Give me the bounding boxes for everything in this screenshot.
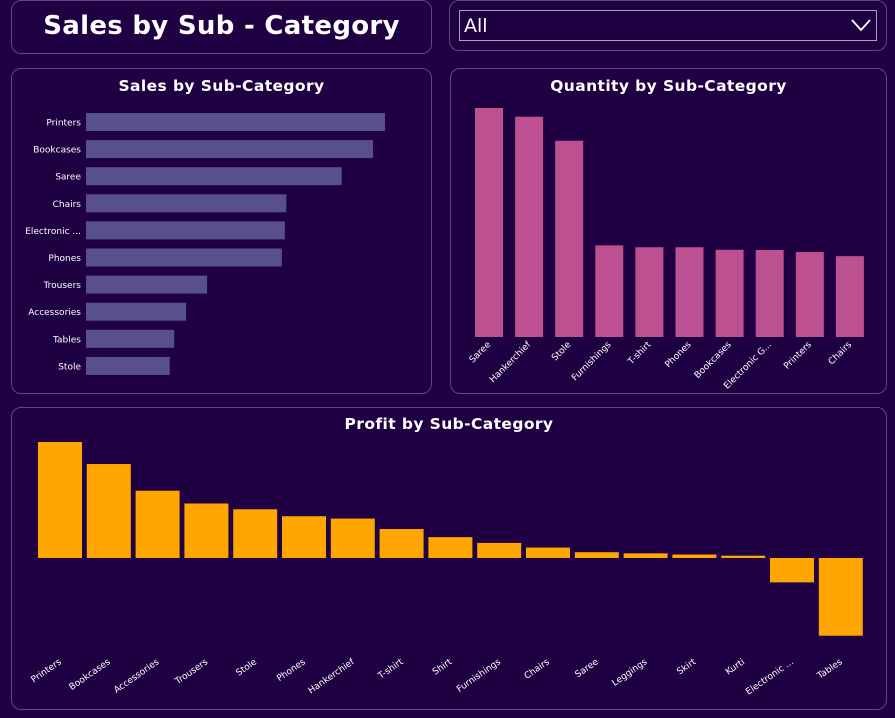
sub-category-filter-dropdown[interactable]: All [459,10,877,41]
quantity-bar-furnishings[interactable] [595,245,624,337]
profit-bar-phones[interactable] [282,516,326,558]
sales-bar-tables[interactable] [86,329,175,348]
sales-category-label: Stole [58,362,81,372]
profit-bar-electronic[interactable] [770,558,814,583]
quantity-bar-t-shirt[interactable] [635,247,664,337]
profit-category-label: Trousers [173,657,211,687]
sales-bar-chart: Printers Bookcases Saree Chairs Electronic .… [25,113,385,375]
profit-bar-trousers[interactable] [184,503,229,558]
profit-bar-stole[interactable] [233,509,278,558]
profit-category-label: Hankerchief [307,657,357,697]
sales-bar-printers[interactable] [86,113,385,131]
quantity-bar-stole[interactable] [555,140,584,337]
profit-bar-shirt[interactable] [428,537,473,558]
quantity-category-label: Saree [468,340,494,366]
profit-bar-t-shirt[interactable] [379,529,424,558]
filter-selected-value: All [464,15,488,37]
quantity-chart-card: Quantity by Sub-Category Saree Hankerchie… [450,68,887,394]
profit-bar-skirt[interactable] [672,554,717,558]
quantity-chart-title: Quantity by Sub-Category [550,77,787,95]
profit-category-label: Shirt [431,657,454,678]
profit-bar-saree[interactable] [574,552,619,558]
profit-category-label: Leggings [610,657,649,689]
sales-bar-bookcases[interactable] [86,140,374,159]
quantity-category-label: Furnishings [570,340,613,383]
quantity-bar-electronic-g[interactable] [755,249,784,337]
sales-category-label: Chairs [53,200,82,210]
sales-bar-accessories[interactable] [86,302,187,321]
profit-category-label: Printers [30,657,64,685]
quantity-category-label: Hankerchief [488,339,534,385]
title-card: Sales by Sub - Category [11,0,432,54]
sales-bar-saree[interactable] [86,167,342,186]
profit-bar-hankerchief[interactable] [330,518,375,558]
profit-bar-printers[interactable] [38,442,82,558]
quantity-bar-phones[interactable] [675,247,704,337]
sales-bar-electronic[interactable] [86,221,285,240]
profit-bar-chart: Printers Bookcases Accessories Trousers Stol… [30,442,863,697]
sales-bar-chairs[interactable] [86,194,287,213]
profit-category-label: Tables [815,657,845,682]
quantity-bar-printers[interactable] [795,252,824,337]
quantity-category-label: Printers [782,340,814,372]
sales-category-label: Phones [48,254,81,264]
chevron-down-icon[interactable] [850,17,872,37]
profit-category-label: Kurti [724,657,747,677]
profit-category-label: Electronic ... [744,657,795,697]
profit-chart-card: Profit by Sub-Category Printers Bookcases… [11,407,887,710]
sales-bar-trousers[interactable] [86,275,208,294]
sales-category-label: Bookcases [33,146,81,156]
profit-bar-bookcases[interactable] [86,464,131,558]
profit-bar-leggings[interactable] [623,553,668,558]
profit-category-label: Skirt [675,657,698,677]
quantity-category-label: Stole [550,340,574,364]
sales-category-label: Trousers [42,281,81,291]
quantity-category-label: T-shirt [626,340,654,368]
page-title: Sales by Sub - Category [43,11,400,41]
profit-category-label: Accessories [112,657,161,696]
sales-category-label: Accessories [28,308,81,318]
profit-category-label: Stole [235,657,260,679]
profit-category-label: T-shirt [376,657,406,682]
quantity-bar-saree[interactable] [475,108,503,337]
profit-bar-furnishings[interactable] [477,542,522,558]
quantity-bar-bookcases[interactable] [715,249,744,337]
quantity-category-label: Chairs [827,340,854,367]
profit-bar-tables[interactable] [818,558,863,636]
sales-category-label: Printers [46,119,81,129]
quantity-bar-hankerchief[interactable] [515,116,544,337]
sales-chart-card: Sales by Sub-Category Printers Bookcases S… [11,68,432,394]
sales-category-label: Tables [52,335,81,345]
profit-bar-kurti[interactable] [721,555,766,558]
profit-category-label: Chairs [523,657,552,682]
sales-chart-title: Sales by Sub-Category [118,77,325,95]
quantity-bar-chairs[interactable] [835,256,864,337]
sales-category-label: Saree [55,173,81,183]
profit-category-label: Saree [574,657,601,680]
filter-card: All [449,0,887,51]
quantity-category-label: Phones [664,340,694,370]
sales-bar-phones[interactable] [86,248,282,267]
quantity-category-label: Bookcases [693,340,734,381]
sales-category-label: Electronic ... [25,227,81,237]
sales-bar-stole[interactable] [86,356,170,375]
profit-category-label: Furnishings [455,657,503,695]
profit-chart-title: Profit by Sub-Category [344,415,554,433]
profit-category-label: Phones [275,657,308,684]
profit-bar-accessories[interactable] [135,490,180,558]
profit-category-label: Bookcases [68,657,113,693]
profit-bar-chairs[interactable] [526,547,570,558]
